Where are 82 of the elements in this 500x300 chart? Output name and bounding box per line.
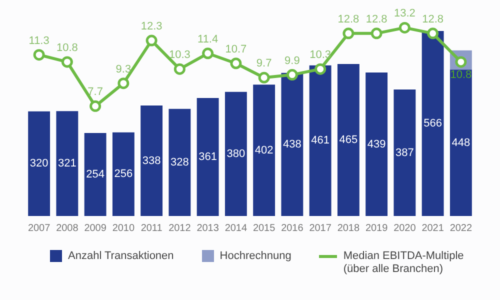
point: [174, 63, 186, 75]
data-label: 402: [254, 144, 274, 156]
data-label: 9.9: [284, 54, 300, 67]
x-tick-label: 2018: [337, 222, 360, 234]
point: [90, 100, 102, 112]
bar: [337, 64, 360, 216]
bar: [28, 111, 50, 216]
data-label: 438: [283, 138, 302, 150]
point: [342, 28, 354, 40]
data-label: 387: [396, 146, 414, 159]
bar: [112, 132, 134, 216]
bar: [309, 65, 332, 216]
x-tick-label: 2017: [309, 222, 332, 234]
x-tick-label: 2020: [394, 222, 416, 234]
x-tick-label: 2010: [112, 222, 135, 234]
x-tick-label: 2014: [224, 222, 248, 234]
bar: [281, 72, 304, 216]
point: [370, 28, 382, 40]
point: [146, 34, 158, 46]
point: [33, 49, 45, 61]
data-label: 10.7: [225, 43, 247, 56]
data-label: 448: [452, 136, 470, 149]
bar: [168, 108, 191, 216]
point: [258, 72, 270, 84]
x-tick-label: 2012: [168, 222, 192, 234]
bar: [56, 111, 78, 216]
bar: [450, 70, 472, 216]
data-label: 256: [114, 168, 133, 180]
bar: [84, 133, 106, 216]
x-tick-label: 2019: [365, 222, 388, 234]
point: [314, 63, 326, 75]
point: [427, 28, 439, 40]
x-tick-label: 2013: [196, 222, 220, 234]
data-label: 11.3: [28, 34, 50, 47]
bar: [140, 106, 163, 216]
x-tick-label: 2009: [84, 222, 107, 234]
data-label: 380: [226, 148, 246, 160]
x-tick-label: 2016: [281, 222, 304, 234]
legend-label: Anzahl Transaktionen: [68, 250, 174, 263]
legend-label: Median EBITDA-Multiple (über alle Branchen): [343, 250, 464, 276]
bar: [224, 92, 247, 216]
point: [398, 22, 410, 34]
data-label: 328: [170, 156, 189, 168]
data-label: 7.7: [88, 86, 103, 98]
data-label: 338: [142, 154, 161, 167]
data-label: 320: [30, 158, 48, 170]
point: [118, 78, 130, 90]
bar: [422, 31, 444, 216]
x-tick-label: 2021: [422, 222, 444, 234]
data-label: 12.8: [366, 13, 388, 26]
data-label: 9.3: [116, 63, 132, 76]
legend-label: Hochrechnung: [220, 250, 292, 263]
point: [286, 69, 298, 81]
data-label: 12.3: [140, 20, 162, 33]
point: [202, 48, 214, 60]
data-label: 12.8: [338, 13, 360, 26]
x-tick-label: 2007: [28, 222, 51, 234]
x-tick-label: 2022: [450, 222, 472, 234]
data-label: 10.8: [56, 42, 78, 54]
data-label: 12.8: [422, 13, 444, 26]
data-label: 361: [198, 151, 217, 164]
data-label: 13.2: [394, 8, 416, 20]
bar: [366, 72, 388, 216]
point: [61, 56, 73, 68]
bar: [253, 84, 276, 216]
data-label: 9.7: [256, 58, 272, 70]
data-label: 461: [311, 134, 330, 147]
x-tick-label: 2011: [140, 222, 163, 234]
x-tick-label: 2008: [56, 222, 79, 234]
bar: [196, 98, 219, 216]
data-label: 10.3: [168, 49, 190, 62]
point: [230, 58, 242, 70]
data-label: 439: [367, 138, 386, 150]
data-label: 566: [424, 118, 442, 130]
data-label: 254: [86, 168, 104, 181]
data-label: 321: [58, 158, 76, 170]
data-label: 11.4: [198, 33, 218, 46]
data-label: 10.3: [310, 49, 332, 62]
bar: [394, 90, 416, 216]
data-label: 465: [339, 134, 358, 146]
data-label: 10.8: [450, 68, 472, 81]
x-tick-label: 2015: [252, 222, 276, 234]
